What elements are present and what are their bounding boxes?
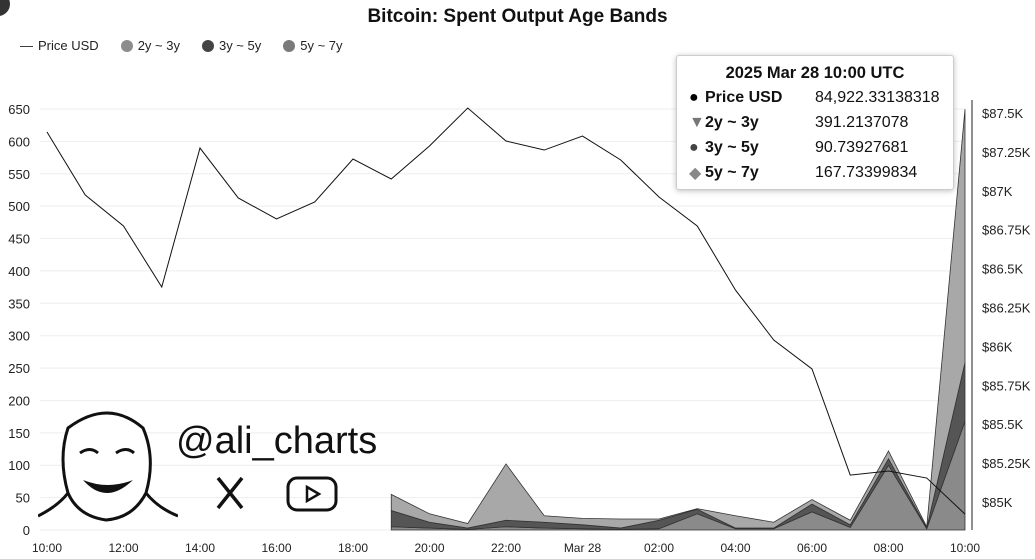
legend-label: 2y ~ 3y xyxy=(137,38,180,53)
watermark-handle: @ali_charts xyxy=(176,420,378,462)
y-left-tick-label: 300 xyxy=(8,329,30,344)
x-tick-label: 06:00 xyxy=(797,541,827,555)
y-left-tick-label: 150 xyxy=(8,426,30,441)
series-marker-icon: ● xyxy=(689,88,699,106)
y-right-tick-label: $85.75K xyxy=(982,378,1031,393)
y-left-tick-label: 450 xyxy=(8,232,30,247)
legend-label: Price USD xyxy=(38,38,99,53)
legend: — Price USD 2y ~ 3y 3y ~ 5y 5y ~ 7y xyxy=(20,38,343,53)
y-left-tick-label: 400 xyxy=(8,264,30,279)
legend-label: 3y ~ 5y xyxy=(218,38,262,53)
tooltip-value: 84,922.33138318 xyxy=(815,88,940,106)
y-right-tick-label: $86.5K xyxy=(982,262,1024,277)
tooltip-value: 391.2137078 xyxy=(815,113,909,131)
legend-item-5y-7y[interactable]: 5y ~ 7y xyxy=(283,38,343,53)
tooltip-value: 90.73927681 xyxy=(815,138,909,156)
youtube-icon xyxy=(286,476,338,512)
tooltip-header: 2025 Mar 28 10:00 UTC xyxy=(725,64,905,82)
y-right-tick-label: $86.75K xyxy=(982,223,1031,238)
circle-icon xyxy=(283,39,296,52)
x-tick-label: 14:00 xyxy=(185,541,215,555)
tooltip-row: ● 3y ~ 5y 90.73927681 xyxy=(689,137,953,158)
series-marker-icon: ● xyxy=(689,138,699,156)
y-right-tick-label: $86.25K xyxy=(982,301,1031,316)
y-left-tick-label: 100 xyxy=(8,458,30,473)
y-right-tick-label: $87K xyxy=(982,184,1013,199)
watermark-face-drawing xyxy=(38,411,178,522)
y-left-tick-label: 250 xyxy=(8,361,30,376)
chart-title: Bitcoin: Spent Output Age Bands xyxy=(367,6,668,27)
x-tick-label: 16:00 xyxy=(261,541,291,555)
y-left-tick-label: 200 xyxy=(8,393,30,408)
tooltip-row: ▼ 2y ~ 3y 391.2137078 xyxy=(689,112,953,133)
y-left-tick-label: 650 xyxy=(8,102,30,117)
x-tick-label: 22:00 xyxy=(491,541,521,555)
x-tick-label: Mar 28 xyxy=(564,541,602,555)
y-right-tick-label: $85.5K xyxy=(982,417,1024,432)
y-right-tick-label: $85.25K xyxy=(982,456,1031,471)
y-right-tick-label: $87.5K xyxy=(982,106,1024,121)
y-left-tick-label: 500 xyxy=(8,199,30,214)
x-tick-label: 08:00 xyxy=(873,541,903,555)
tooltip-value: 167.73399834 xyxy=(815,163,918,181)
tooltip: 2025 Mar 28 10:00 UTC ● Price USD 84,922.3… xyxy=(676,55,954,190)
x-logo-icon xyxy=(216,476,244,510)
legend-item-3y-5y[interactable]: 3y ~ 5y xyxy=(201,38,262,53)
tooltip-row: ● Price USD 84,922.33138318 xyxy=(689,87,953,108)
area-2y-3y xyxy=(390,109,966,530)
y-left-tick-label: 550 xyxy=(8,167,30,182)
y-right-tick-label: $86K xyxy=(982,339,1013,354)
y-right-tick-label: $87.25K xyxy=(982,145,1031,160)
x-tick-label: 10:00 xyxy=(32,541,62,555)
x-tick-label: 04:00 xyxy=(720,541,750,555)
tooltip-label: 3y ~ 5y xyxy=(705,138,759,156)
y-left-tick-label: 50 xyxy=(16,491,30,506)
y-left-tick-label: 350 xyxy=(8,296,30,311)
legend-item-2y-3y[interactable]: 2y ~ 3y xyxy=(120,38,180,53)
y-right-tick-label: $85K xyxy=(982,495,1013,510)
avatar-corner xyxy=(0,0,10,16)
tooltip-label: Price USD xyxy=(705,88,783,106)
y-left-tick-label: 600 xyxy=(8,134,30,149)
legend-label: 5y ~ 7y xyxy=(300,38,343,53)
y-left-tick-label: 0 xyxy=(23,523,30,538)
series-marker-icon: ▼ xyxy=(689,113,705,131)
circle-icon xyxy=(201,39,214,52)
line-marker-icon: — xyxy=(20,38,33,53)
x-tick-label: 02:00 xyxy=(644,541,674,555)
series-marker-icon: ◆ xyxy=(689,164,702,182)
tooltip-label: 5y ~ 7y xyxy=(705,163,759,181)
circle-icon xyxy=(120,39,133,52)
x-tick-label: 18:00 xyxy=(338,541,368,555)
legend-item-price[interactable]: — Price USD xyxy=(20,38,99,53)
tooltip-row: ◆ 5y ~ 7y 167.73399834 xyxy=(689,162,953,183)
tooltip-label: 2y ~ 3y xyxy=(705,113,759,131)
x-tick-label: 20:00 xyxy=(414,541,444,555)
social-icons xyxy=(216,476,338,512)
x-tick-label: 12:00 xyxy=(108,541,138,555)
x-tick-label: 10:00 xyxy=(950,541,980,555)
